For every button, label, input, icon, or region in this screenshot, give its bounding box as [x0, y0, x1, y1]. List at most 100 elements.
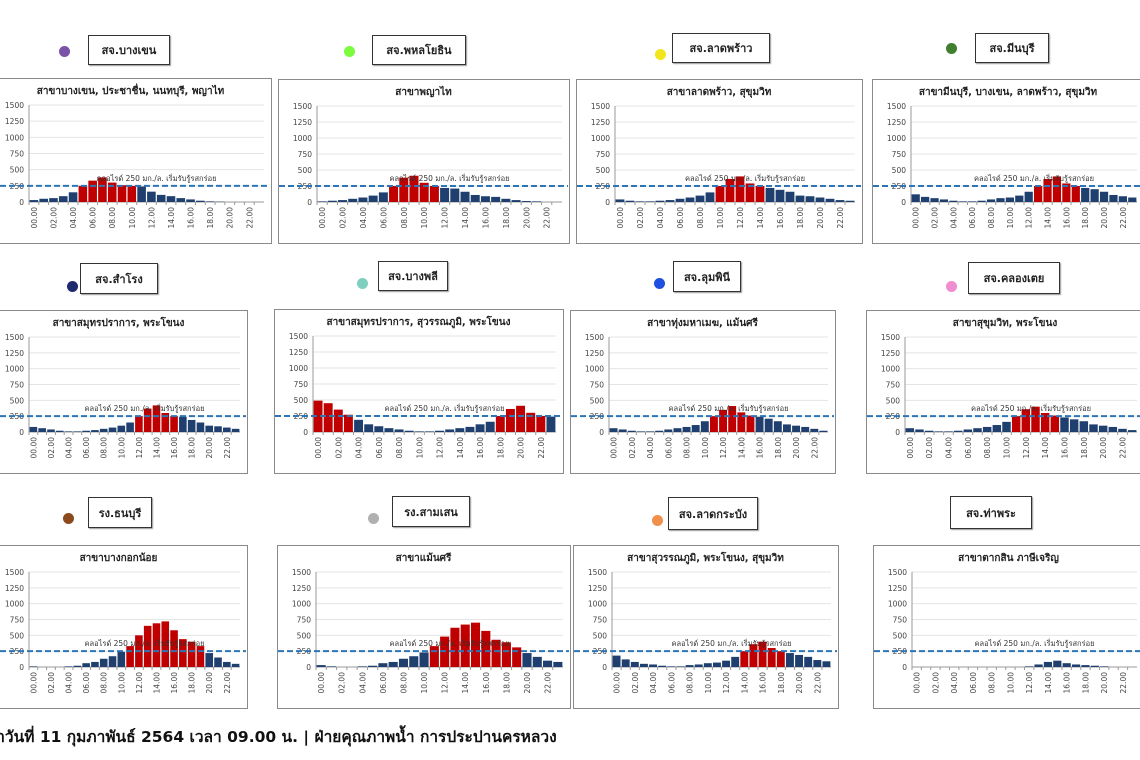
- x-tick-label: 12.00: [135, 672, 144, 694]
- x-tick-label: 04.00: [949, 207, 958, 229]
- bar: [630, 661, 639, 667]
- y-tick-label: 750: [10, 381, 25, 390]
- bar: [108, 656, 117, 667]
- x-tick-label: 00.00: [906, 437, 915, 459]
- bar: [465, 426, 475, 432]
- y-tick-label: 1500: [591, 102, 610, 111]
- bar: [667, 666, 676, 667]
- bar: [343, 414, 353, 432]
- bar: [785, 653, 794, 667]
- threshold-label: คลอไรด์ 250 มก./ล. เริ่มรับรู้รสกร่อย: [685, 173, 805, 183]
- x-tick-label: 08.00: [100, 672, 109, 694]
- bar: [934, 431, 944, 432]
- bar: [764, 418, 773, 432]
- bar: [161, 621, 170, 667]
- bar: [58, 196, 68, 202]
- y-tick-label: 250: [297, 647, 312, 656]
- bar: [414, 431, 424, 432]
- threshold-label: คลอไรด์ 250 มก./ล. เริ่มรับรู้รสกร่อย: [971, 403, 1091, 413]
- x-tick-label: 20.00: [517, 437, 526, 459]
- bar: [117, 425, 126, 432]
- x-tick-label: 00.00: [30, 207, 39, 229]
- x-tick-label: 04.00: [945, 437, 954, 459]
- station-label: สจ.สำโรง: [80, 263, 158, 294]
- bar: [776, 651, 785, 667]
- bar: [986, 199, 996, 202]
- bar: [424, 431, 434, 432]
- y-tick-label: 1250: [588, 584, 607, 593]
- bar: [735, 176, 745, 202]
- bar: [147, 191, 156, 202]
- y-tick-label: 0: [605, 198, 610, 207]
- x-tick-label: 20.00: [522, 207, 531, 229]
- x-tick-label: 06.00: [969, 672, 978, 694]
- y-tick-label: 1250: [888, 584, 907, 593]
- x-tick-label: 00.00: [29, 672, 38, 694]
- bar: [694, 664, 703, 667]
- bar: [99, 428, 108, 432]
- x-tick-label: 00.00: [314, 437, 323, 459]
- bar: [819, 430, 828, 432]
- bar: [49, 198, 58, 202]
- bar: [785, 191, 795, 202]
- bar: [1098, 425, 1108, 432]
- bar: [223, 661, 231, 667]
- station-label: สจ.ท่าพระ: [950, 496, 1032, 529]
- bar: [1062, 663, 1071, 667]
- bar: [813, 660, 822, 667]
- bar: [532, 656, 542, 667]
- bar: [801, 426, 810, 432]
- bar: [491, 196, 501, 202]
- bar: [143, 625, 152, 667]
- x-tick-label: 06.00: [968, 207, 977, 229]
- x-tick-label: 18.00: [777, 672, 786, 694]
- bar: [958, 201, 967, 202]
- bar: [384, 428, 394, 432]
- x-tick-label: 08.00: [983, 437, 992, 459]
- y-tick-label: 1250: [5, 117, 24, 126]
- x-tick-label: 06.00: [379, 672, 388, 694]
- bar: [1127, 430, 1137, 432]
- x-tick-label: 18.00: [188, 437, 197, 459]
- station-label: สจ.ลาดกระบัง: [668, 497, 758, 530]
- bar: [700, 421, 709, 432]
- bar: [1118, 196, 1127, 202]
- bar: [705, 192, 715, 202]
- x-tick-label: 16.00: [756, 437, 765, 459]
- x-tick-label: 00.00: [318, 207, 327, 229]
- bar: [501, 198, 511, 202]
- y-tick-label: 1000: [881, 365, 900, 374]
- chart-panel: สาขาพญาไท 0 250 500 750 1000 1250 1500 00.00 02.0…: [278, 79, 570, 244]
- y-tick-label: 250: [10, 182, 25, 191]
- station-color-dot: [654, 278, 665, 289]
- bar: [963, 429, 973, 432]
- x-tick-label: 22.00: [223, 672, 232, 694]
- bar: [526, 412, 536, 432]
- y-tick-label: 0: [307, 198, 312, 207]
- y-tick-label: 0: [19, 428, 24, 437]
- bar: [992, 425, 1002, 432]
- x-tick-label: 10.00: [716, 207, 725, 229]
- y-tick-label: 250: [596, 182, 611, 191]
- y-tick-label: 0: [902, 663, 907, 672]
- bar: [645, 201, 655, 202]
- x-tick-label: 18.00: [188, 672, 197, 694]
- x-tick-label: 20.00: [1100, 207, 1109, 229]
- chart-panel: สาขาตากสิน ภาษีเจริญ 0 250 500 750 1000 1250 15…: [873, 545, 1140, 709]
- x-tick-label: 06.00: [89, 207, 98, 229]
- x-tick-label: 16.00: [476, 437, 485, 459]
- bar: [196, 200, 205, 202]
- bar: [968, 201, 977, 202]
- bar: [374, 426, 384, 432]
- x-tick-label: 14.00: [1044, 672, 1053, 694]
- chart-title: สาขามีนบุรี, บางเขน, ลาดพร้าว, สุขุมวิท: [919, 86, 1098, 98]
- x-tick-label: 12.00: [147, 207, 156, 229]
- x-tick-label: 16.00: [482, 672, 491, 694]
- y-tick-label: 1000: [887, 134, 906, 143]
- x-tick-label: 18.00: [496, 437, 505, 459]
- bar: [658, 665, 667, 667]
- bar: [205, 653, 214, 667]
- bar: [531, 201, 541, 202]
- bar: [543, 660, 553, 667]
- bar: [364, 424, 374, 432]
